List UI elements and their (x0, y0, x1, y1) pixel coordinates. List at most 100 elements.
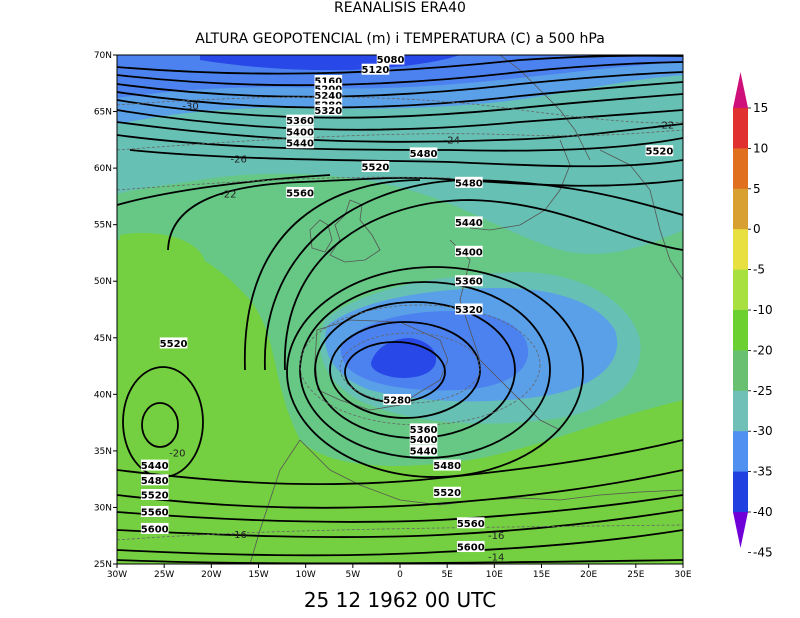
lon-tick-label: 20E (580, 570, 597, 580)
geopotential-label: 5360 (410, 425, 438, 436)
lat-tick-label: 55N (94, 221, 112, 231)
geopotential-label-bg (140, 459, 169, 471)
lon-tick-label: 25E (627, 570, 644, 580)
temperature-label: -16 (488, 531, 504, 542)
geopotential-label: 5440 (455, 218, 483, 229)
geopotential-label: 5360 (286, 116, 314, 127)
geopotential-label: 5520 (141, 491, 169, 502)
geopotential-contours (117, 55, 683, 564)
lon-tick-label: 10E (486, 570, 503, 580)
geopotential-label-bg (456, 541, 485, 553)
geopotential-label-bg (645, 145, 674, 157)
lon-tick-label: 15W (248, 570, 268, 580)
lon-tick-label: 20W (201, 570, 221, 580)
lat-tick-label: 50N (94, 277, 112, 287)
temperature-field (117, 55, 683, 564)
lon-tick-label: 30W (107, 570, 127, 580)
temperature-label: -22 (220, 190, 236, 201)
colorbar-label: -25 (753, 384, 773, 398)
lat-tick-label: 35N (94, 447, 112, 457)
geopotential-label-bg (455, 303, 483, 315)
colorbar: 15 10 5 0 -5 -10 -20 -25 -30 -35 -40 -45 (733, 72, 773, 559)
geopotential-label: 5560 (286, 188, 314, 199)
lon-tick-label: 15E (533, 570, 550, 580)
temperature-label: -16 (231, 530, 247, 541)
temperature-label: -22 (658, 121, 674, 132)
lon-tick-label: 25W (154, 570, 174, 580)
colorbar-segment (733, 269, 748, 311)
geopotential-label: 5520 (433, 488, 461, 499)
geopotential-label-bg (383, 393, 411, 405)
geopotential-label-bg (409, 433, 438, 445)
geopotential-label: 5440 (286, 139, 314, 150)
geopotential-label: 5120 (362, 65, 390, 76)
geopotential-label: 5560 (141, 507, 169, 518)
geopotential-label-bg (314, 75, 343, 87)
geopotential-label-bg (409, 444, 438, 456)
colorbar-label: 0 (753, 222, 761, 236)
colorbar-label: 10 (753, 141, 768, 155)
temperature-label: -30 (182, 101, 198, 112)
colorbar-label: -35 (753, 465, 773, 479)
colorbar-segment (733, 229, 748, 271)
geopotential-label: 5400 (410, 435, 438, 446)
temperature-label: -24 (444, 135, 460, 146)
geopotential-label: 5440 (141, 461, 169, 472)
figure-subtitle: ALTURA GEOPOTENCIAL (m) i TEMPERATURA (C… (195, 31, 605, 47)
temperature-label: -14 (488, 553, 504, 564)
geopotential-label: 5440 (410, 446, 438, 457)
geopotential-label: 5520 (160, 339, 188, 350)
geopotential-label-bg (140, 522, 169, 534)
geopotential-label-bg (376, 53, 405, 65)
colorbar-label: -30 (753, 424, 773, 438)
geopotential-label-bg (286, 125, 314, 137)
geopotential-label-bg (159, 337, 188, 349)
temperature-label: -20 (169, 449, 185, 460)
lat-axis: 70N 65N 60N 55N 50N 45N 40N 35N 30N 25N (94, 51, 117, 570)
geopotential-label: 5480 (455, 178, 483, 189)
lat-tick-label: 70N (94, 51, 112, 61)
lat-tick-label: 25N (94, 560, 112, 570)
geopotential-label-bg (314, 82, 343, 94)
geopotential-label: 5480 (141, 476, 169, 487)
colorbar-top-arrow (733, 72, 748, 108)
geopotential-label: 5400 (286, 127, 314, 138)
geopotential-label-bg (314, 104, 343, 116)
geopotential-label: 5520 (362, 162, 390, 173)
geopotential-label: 5080 (377, 55, 405, 66)
geopotential-label-bg (409, 423, 438, 435)
geopotential-label-bg (433, 459, 461, 471)
colorbar-bottom-arrow (733, 512, 748, 548)
geopotential-label: 5360 (455, 277, 483, 288)
geopotential-label: 5560 (457, 519, 485, 530)
temperature-isotherms (117, 96, 683, 541)
colorbar-label: 15 (753, 101, 768, 115)
geopotential-label-bg (455, 245, 483, 257)
geopotential-label: 5480 (433, 461, 461, 472)
geopotential-label-bg (361, 63, 390, 75)
lon-tick-label: 5E (441, 570, 453, 580)
geopotential-label-bg (314, 89, 343, 101)
geopotential-label-bg (314, 98, 343, 110)
lon-axis: 30W 25W 20W 15W 10W 5W 0 5E 10E 15E 20E 25E 30E (107, 564, 692, 580)
geopotential-label: 5600 (457, 543, 485, 554)
colorbar-segment (733, 431, 748, 473)
colorbar-label: -40 (753, 505, 773, 519)
geopotential-label-bg (361, 160, 390, 172)
geopotential-label: 5320 (314, 106, 342, 117)
geopotential-label: 5600 (141, 524, 169, 535)
lon-tick-label: 10W (295, 570, 315, 580)
lon-tick-label: 5W (346, 570, 361, 580)
geopotential-label: 5400 (455, 247, 483, 258)
colorbar-label: -20 (753, 343, 773, 357)
colorbar-segment (733, 148, 748, 190)
geopotential-label: 5520 (645, 147, 673, 158)
colorbar-segment (733, 108, 748, 149)
geopotential-label-bg (456, 517, 485, 529)
geopotential-label-bg (286, 186, 314, 198)
lat-tick-label: 40N (94, 390, 112, 400)
geopotential-label-bg (140, 505, 169, 517)
colorbar-segment (733, 350, 748, 392)
figure-title: REANALISIS ERA40 (334, 0, 466, 16)
temperature-label: -26 (231, 155, 247, 166)
